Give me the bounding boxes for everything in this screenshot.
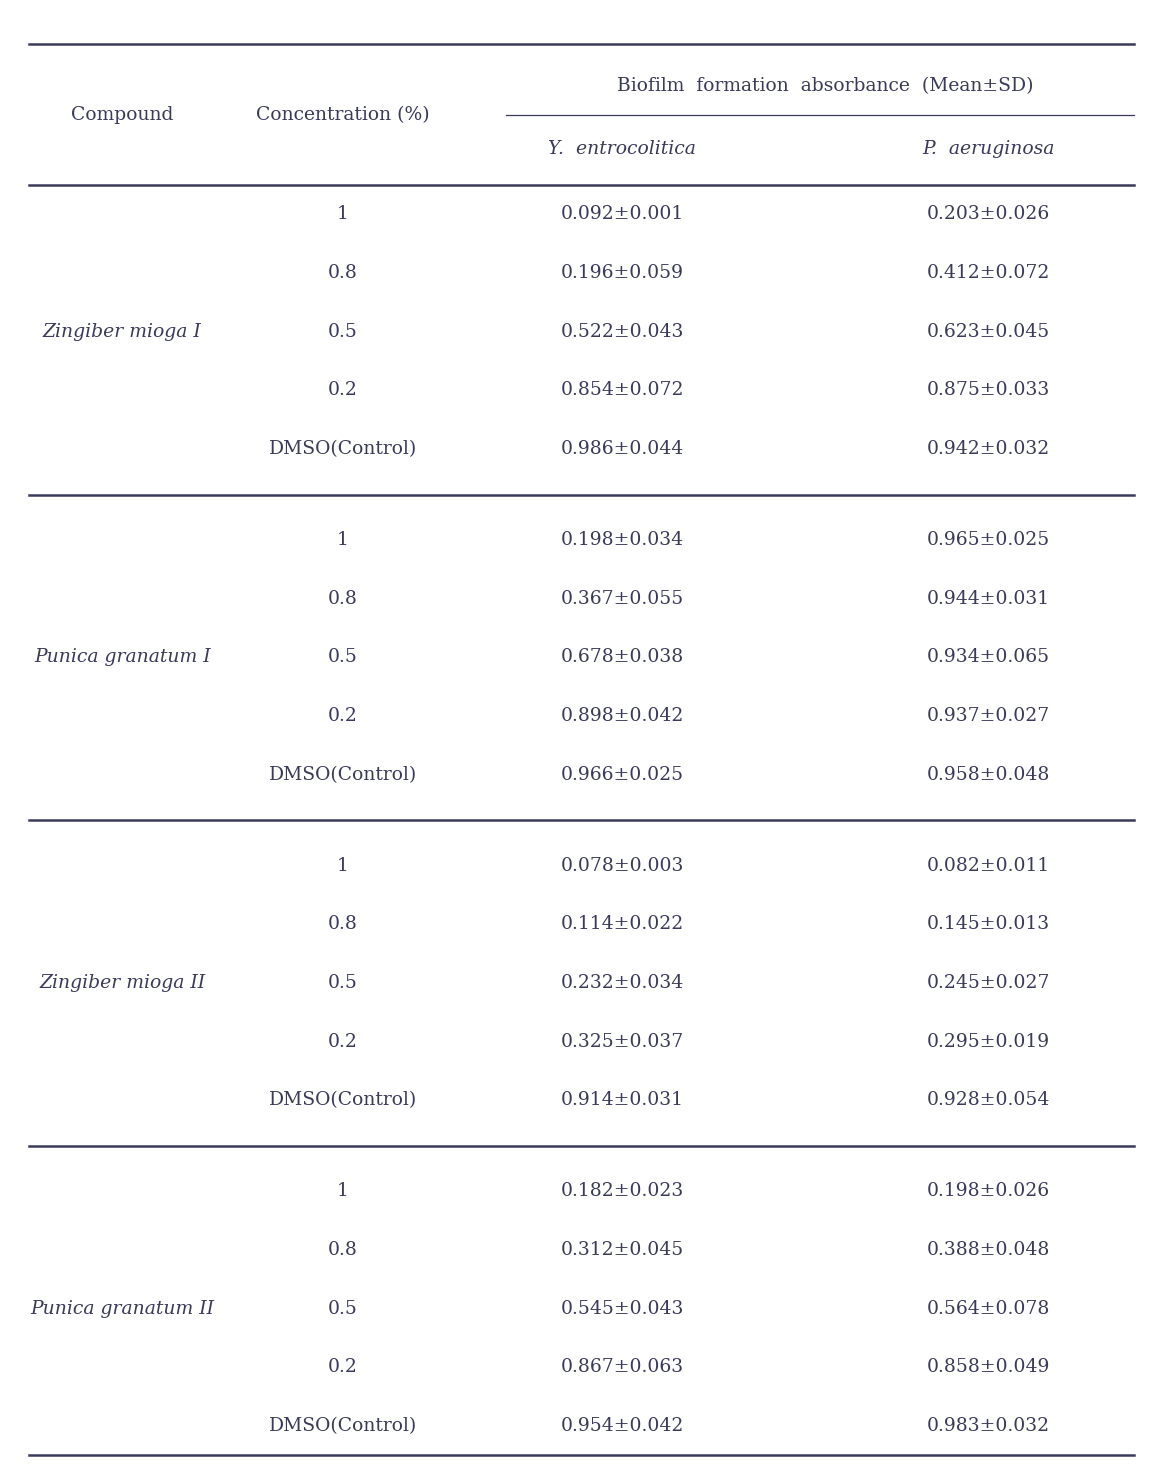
Text: Zingiber mioga I: Zingiber mioga I	[43, 323, 201, 340]
Text: DMSO(Control): DMSO(Control)	[269, 766, 418, 784]
Text: 0.245±0.027: 0.245±0.027	[927, 974, 1050, 991]
Text: 0.388±0.048: 0.388±0.048	[927, 1240, 1050, 1259]
Text: 0.196±0.059: 0.196±0.059	[561, 264, 684, 281]
Text: 0.078±0.003: 0.078±0.003	[561, 857, 684, 875]
Text: 0.678±0.038: 0.678±0.038	[561, 648, 684, 666]
Text: 0.966±0.025: 0.966±0.025	[561, 766, 684, 784]
Text: 0.082±0.011: 0.082±0.011	[927, 857, 1050, 875]
Text: DMSO(Control): DMSO(Control)	[269, 1417, 418, 1435]
Text: 0.522±0.043: 0.522±0.043	[561, 323, 684, 340]
Text: 0.875±0.033: 0.875±0.033	[927, 382, 1050, 399]
Text: 0.937±0.027: 0.937±0.027	[927, 707, 1050, 725]
Text: 0.914±0.031: 0.914±0.031	[561, 1091, 684, 1109]
Text: DMSO(Control): DMSO(Control)	[269, 440, 418, 458]
Text: 0.2: 0.2	[328, 707, 358, 725]
Text: 0.114±0.022: 0.114±0.022	[561, 915, 684, 934]
Text: P.  aeruginosa: P. aeruginosa	[922, 140, 1055, 158]
Text: 0.5: 0.5	[328, 648, 358, 666]
Text: 0.2: 0.2	[328, 1033, 358, 1050]
Text: 0.934±0.065: 0.934±0.065	[927, 648, 1050, 666]
Text: Biofilm  formation  absorbance  (Mean±SD): Biofilm formation absorbance (Mean±SD)	[618, 78, 1034, 96]
Text: Zingiber mioga II: Zingiber mioga II	[40, 974, 205, 991]
Text: Y.  entrocolitica: Y. entrocolitica	[548, 140, 697, 158]
Text: Compound: Compound	[71, 106, 173, 124]
Text: 0.965±0.025: 0.965±0.025	[927, 530, 1050, 549]
Text: 1: 1	[337, 530, 349, 549]
Text: 0.182±0.023: 0.182±0.023	[561, 1183, 684, 1200]
Text: 0.203±0.026: 0.203±0.026	[927, 205, 1050, 224]
Text: 1: 1	[337, 857, 349, 875]
Text: 0.898±0.042: 0.898±0.042	[561, 707, 684, 725]
Text: 0.954±0.042: 0.954±0.042	[561, 1417, 684, 1435]
Text: 0.564±0.078: 0.564±0.078	[927, 1299, 1050, 1318]
Text: 1: 1	[337, 1183, 349, 1200]
Text: 0.2: 0.2	[328, 1358, 358, 1376]
Text: Punica granatum II: Punica granatum II	[30, 1299, 214, 1318]
Text: 0.867±0.063: 0.867±0.063	[561, 1358, 684, 1376]
Text: 0.958±0.048: 0.958±0.048	[927, 766, 1050, 784]
Text: 0.367±0.055: 0.367±0.055	[561, 589, 684, 608]
Text: 0.854±0.072: 0.854±0.072	[561, 382, 684, 399]
Text: 0.5: 0.5	[328, 974, 358, 991]
Text: 0.986±0.044: 0.986±0.044	[561, 440, 684, 458]
Text: 0.198±0.026: 0.198±0.026	[927, 1183, 1050, 1200]
Text: 0.092±0.001: 0.092±0.001	[561, 205, 684, 224]
Text: 0.145±0.013: 0.145±0.013	[927, 915, 1050, 934]
Text: 0.983±0.032: 0.983±0.032	[927, 1417, 1050, 1435]
Text: 0.325±0.037: 0.325±0.037	[561, 1033, 684, 1050]
Text: 0.2: 0.2	[328, 382, 358, 399]
Text: 0.942±0.032: 0.942±0.032	[927, 440, 1050, 458]
Text: 0.8: 0.8	[328, 264, 358, 281]
Text: 0.623±0.045: 0.623±0.045	[927, 323, 1050, 340]
Text: 0.198±0.034: 0.198±0.034	[561, 530, 684, 549]
Text: 0.928±0.054: 0.928±0.054	[927, 1091, 1050, 1109]
Text: DMSO(Control): DMSO(Control)	[269, 1091, 418, 1109]
Text: Concentration (%): Concentration (%)	[256, 106, 430, 124]
Text: 0.8: 0.8	[328, 915, 358, 934]
Text: 0.8: 0.8	[328, 589, 358, 608]
Text: 0.5: 0.5	[328, 1299, 358, 1318]
Text: 0.5: 0.5	[328, 323, 358, 340]
Text: 1: 1	[337, 205, 349, 224]
Text: 0.545±0.043: 0.545±0.043	[561, 1299, 684, 1318]
Text: 0.232±0.034: 0.232±0.034	[561, 974, 684, 991]
Text: 0.312±0.045: 0.312±0.045	[561, 1240, 684, 1259]
Text: Punica granatum I: Punica granatum I	[34, 648, 211, 666]
Text: 0.295±0.019: 0.295±0.019	[927, 1033, 1050, 1050]
Text: 0.944±0.031: 0.944±0.031	[927, 589, 1050, 608]
Text: 0.8: 0.8	[328, 1240, 358, 1259]
Text: 0.412±0.072: 0.412±0.072	[927, 264, 1050, 281]
Text: 0.858±0.049: 0.858±0.049	[927, 1358, 1050, 1376]
